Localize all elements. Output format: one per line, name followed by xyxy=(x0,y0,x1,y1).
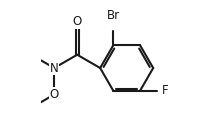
Text: F: F xyxy=(162,84,168,98)
Text: O: O xyxy=(73,15,82,28)
Text: N: N xyxy=(50,61,59,75)
Text: Br: Br xyxy=(107,10,120,22)
Text: O: O xyxy=(50,88,59,101)
